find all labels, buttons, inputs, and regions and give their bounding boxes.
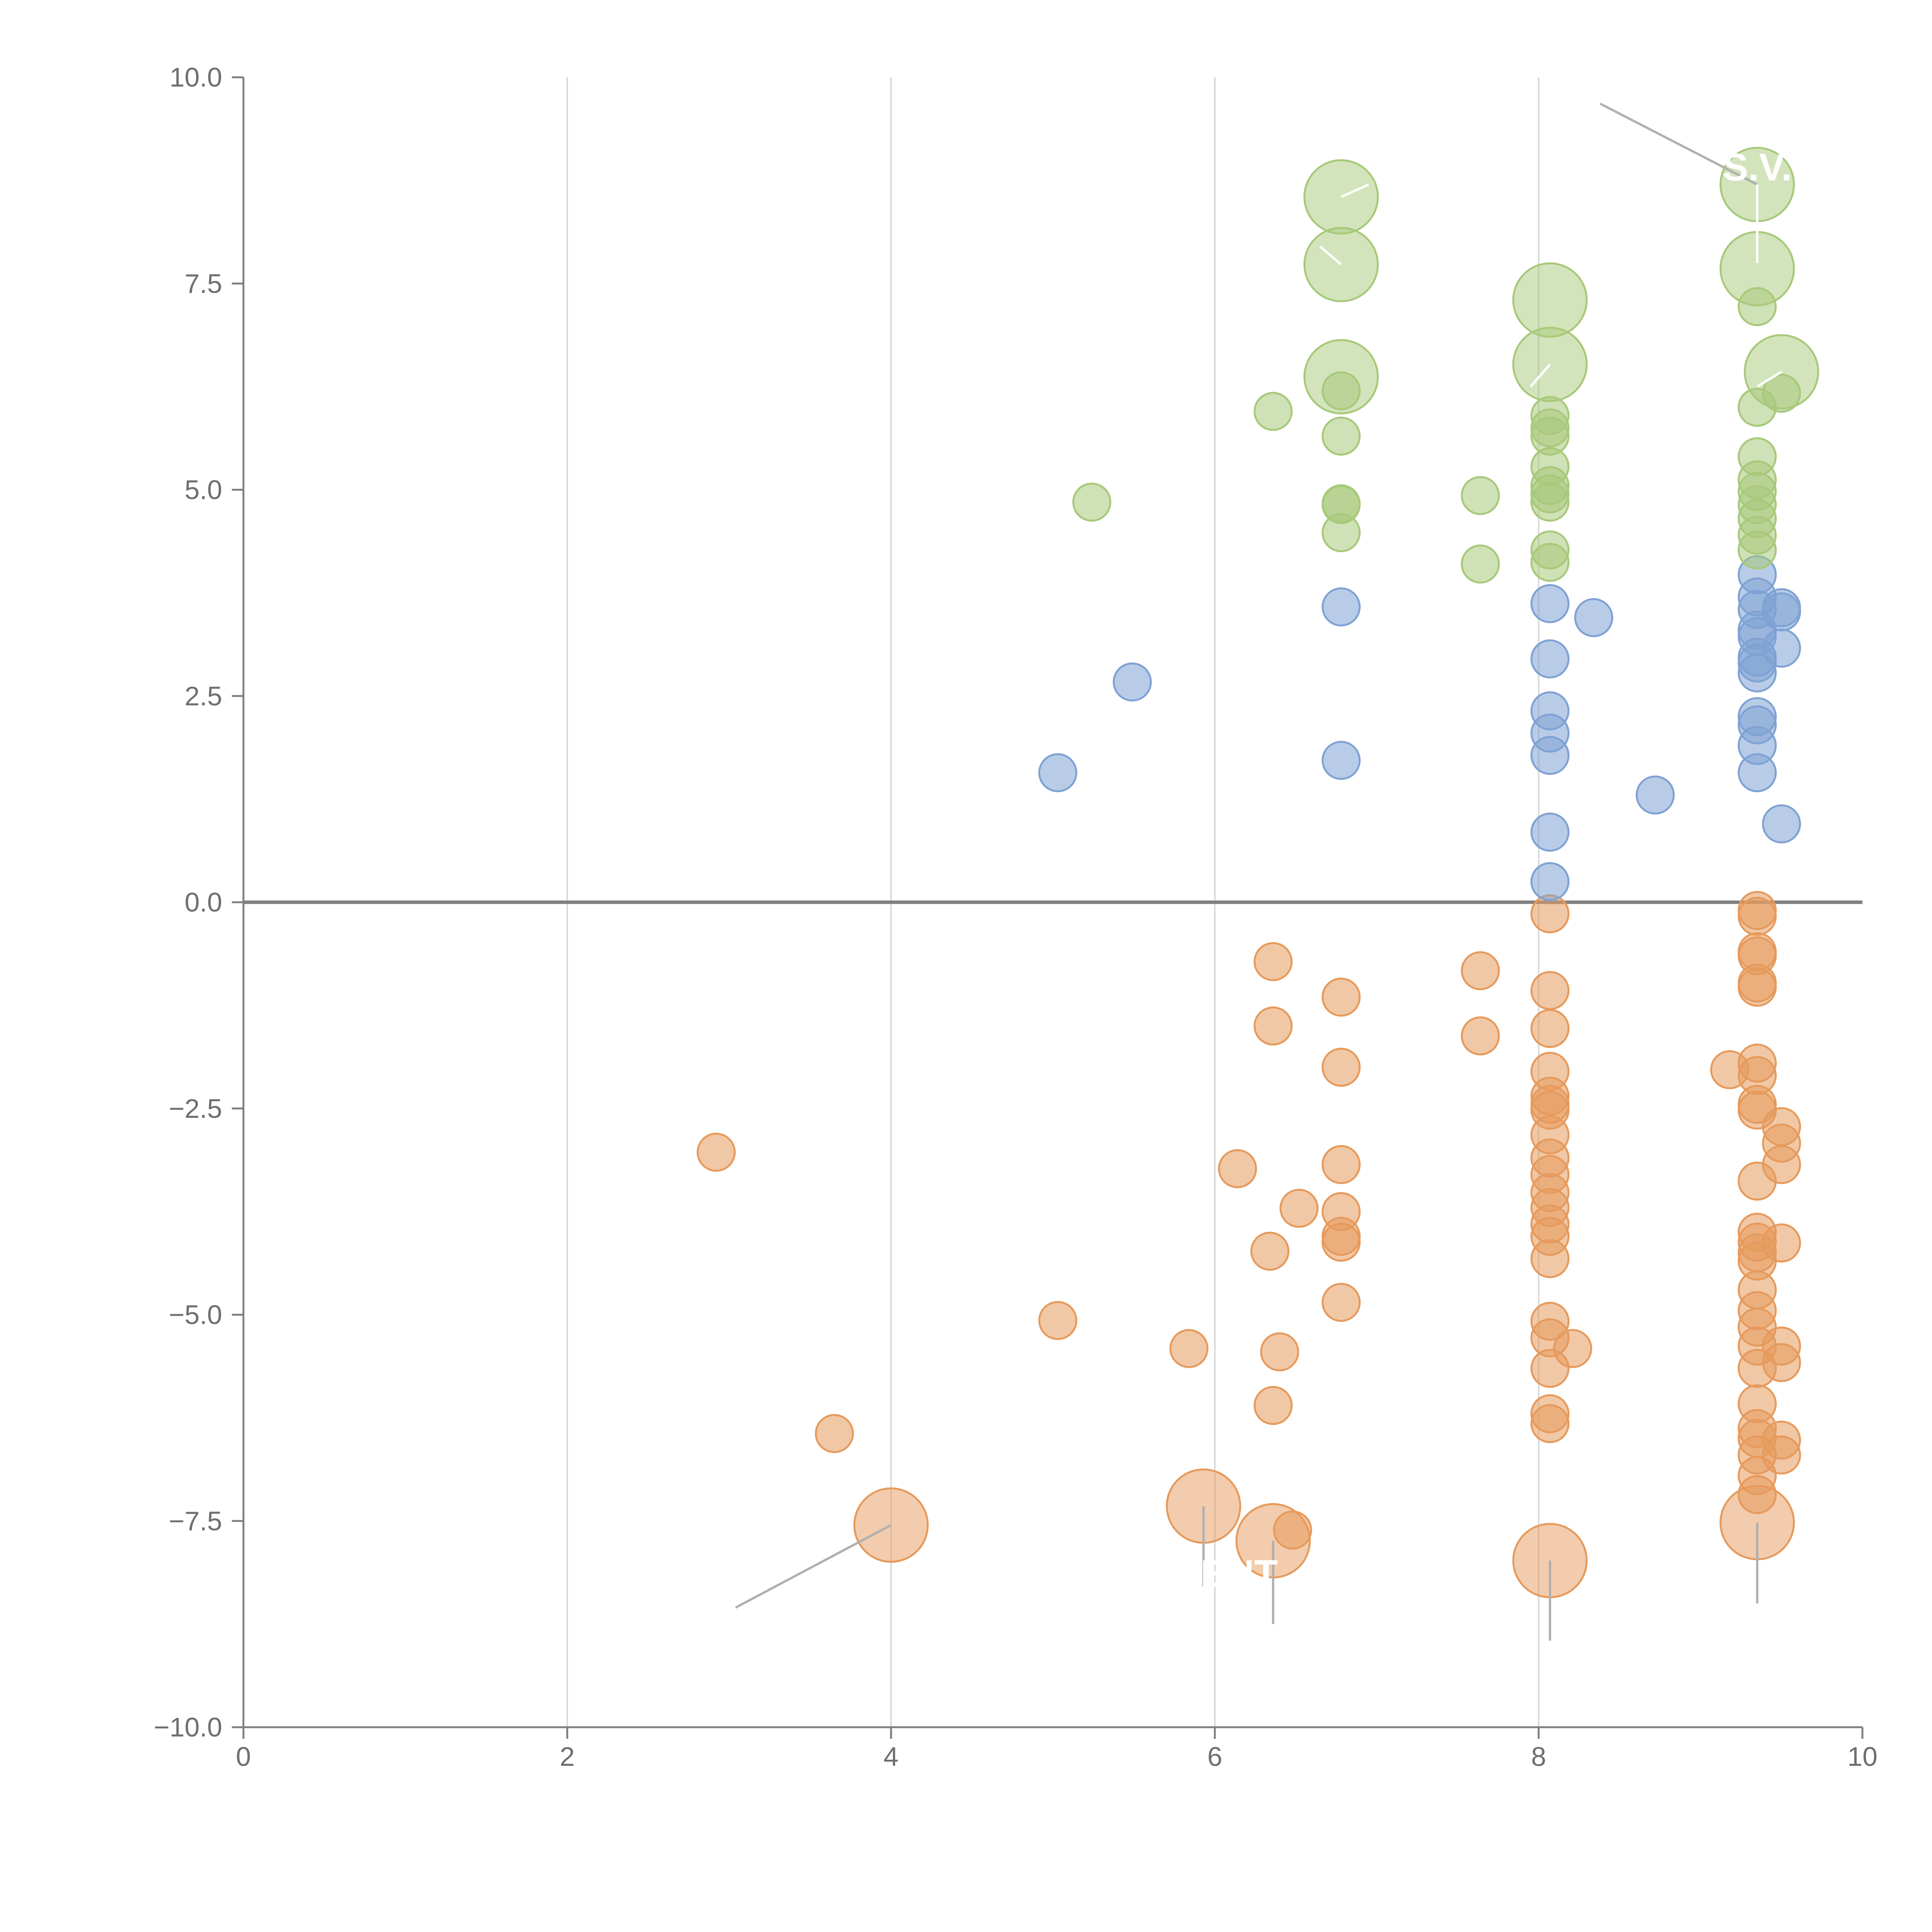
blue-point (1321, 587, 1361, 627)
orange-point (1762, 1343, 1801, 1382)
y-tick-label: 7.5 (185, 269, 222, 299)
leader-line (1340, 183, 1369, 198)
orange-point (815, 1414, 854, 1453)
y-tick-label: −2.5 (169, 1094, 222, 1124)
annotation-layer: S.V. ENT (735, 102, 1792, 1641)
blue-point (1574, 598, 1613, 637)
orange-point (1279, 1189, 1319, 1228)
blue-point (1038, 753, 1078, 793)
blue-point (1738, 753, 1777, 793)
x-tick-label: 10 (1847, 1742, 1878, 1772)
leader-line (1599, 102, 1758, 186)
blue-point (1530, 639, 1570, 679)
x-tick-label: 0 (236, 1742, 251, 1772)
orange-point (1762, 1145, 1801, 1184)
orange-point (1253, 1006, 1293, 1046)
blue-point (1762, 804, 1801, 844)
leader-line (1319, 245, 1342, 265)
y-tick-label: −7.5 (169, 1506, 222, 1536)
orange-point (1321, 1223, 1361, 1262)
annotation-label: S.V. (1723, 146, 1792, 189)
blue-point (1530, 813, 1570, 852)
orange-point (1530, 971, 1570, 1010)
y-tick-label: −5.0 (169, 1300, 222, 1330)
leader-line (735, 1524, 892, 1609)
blue-point (1762, 592, 1801, 631)
orange-point (1321, 1145, 1361, 1184)
orange-point (1038, 1301, 1078, 1340)
x-tick-label: 2 (560, 1742, 575, 1772)
orange-point (1321, 978, 1361, 1017)
axes-layer: 0 2 4 6 8 10 10.0 7.5 5.0 2.5 0.0 −2.5 −5.0 −7.5 −10.0 (154, 62, 1878, 1772)
orange-point (1218, 1149, 1257, 1189)
orange-point (1553, 1329, 1592, 1368)
orange-point (1461, 951, 1500, 990)
orange-point (1461, 1016, 1500, 1056)
green-point (1253, 392, 1293, 431)
x-tick-label: 6 (1208, 1742, 1223, 1772)
green-large-point (1512, 262, 1588, 338)
green-point (1461, 544, 1500, 584)
x-tick-label: 8 (1531, 1742, 1546, 1772)
points-layer (696, 147, 1819, 1599)
green-point (1530, 543, 1570, 582)
orange-point (1260, 1332, 1299, 1372)
orange-point (1530, 1404, 1570, 1443)
green-point (1072, 483, 1112, 522)
blue-point (1530, 584, 1570, 623)
annotation-label: ENT (1201, 1552, 1278, 1595)
orange-point (1530, 1239, 1570, 1278)
x-tick-label: 4 (884, 1742, 899, 1772)
orange-point (1738, 896, 1777, 936)
y-tick-label: 5.0 (185, 475, 222, 505)
blue-point (1321, 741, 1361, 780)
y-tick-label: 10.0 (170, 62, 222, 92)
blue-point (1112, 662, 1152, 702)
orange-point (1253, 1386, 1293, 1425)
orange-point (1762, 1223, 1801, 1263)
y-tick-label: 0.0 (185, 887, 222, 917)
leader-line (1757, 371, 1782, 388)
y-tick-label: 2.5 (185, 681, 222, 711)
orange-point (1321, 1282, 1361, 1322)
orange-point (1169, 1329, 1209, 1368)
leader-line (1529, 364, 1551, 388)
blue-point (1530, 736, 1570, 775)
green-point (1321, 513, 1361, 553)
green-large-point (1303, 339, 1379, 415)
green-point (1321, 417, 1361, 456)
orange-point (1253, 942, 1293, 981)
orange-point (696, 1133, 736, 1172)
orange-point (1250, 1231, 1289, 1271)
y-tick-label: −10.0 (154, 1712, 222, 1742)
grid-layer (243, 77, 1862, 1727)
green-point (1461, 476, 1500, 515)
green-point (1530, 483, 1570, 522)
blue-point (1738, 653, 1777, 692)
orange-point (1762, 1435, 1801, 1475)
orange-point (1738, 968, 1777, 1007)
blue-point (1530, 862, 1570, 901)
orange-point (1530, 1009, 1570, 1048)
green-point (1738, 530, 1777, 570)
blue-point (1762, 628, 1801, 668)
orange-point (1321, 1048, 1361, 1087)
blue-point (1636, 775, 1675, 815)
